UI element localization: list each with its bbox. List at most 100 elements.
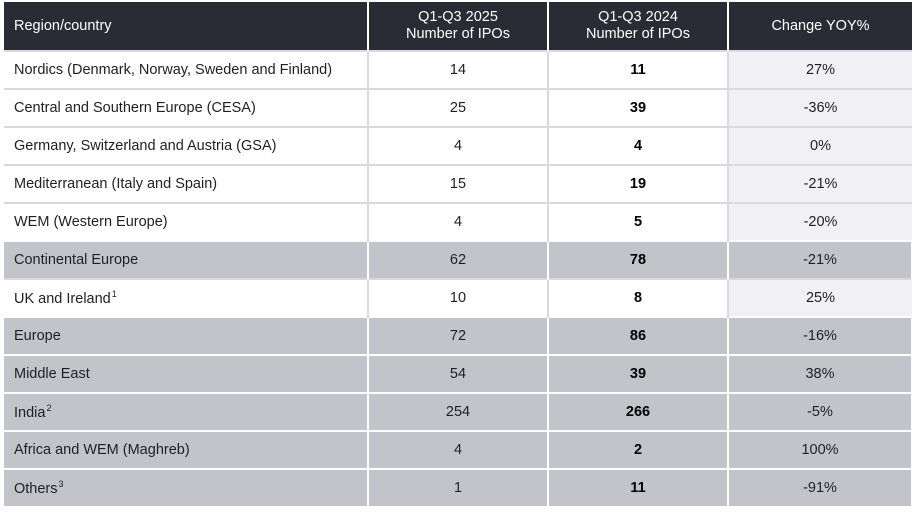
footnote-marker: 1 <box>111 289 117 299</box>
table-body: Nordics (Denmark, Norway, Sweden and Fin… <box>4 50 913 506</box>
cell-value: -36% <box>803 100 838 116</box>
cell-value: 14 <box>449 62 467 78</box>
region-name: Africa and WEM (Maghreb) <box>14 442 190 458</box>
table-row: Others3 1 11 -91% <box>4 468 913 506</box>
region-name: India <box>14 405 46 421</box>
value-cell: 38% <box>728 354 913 393</box>
table-row: Continental Europe 62 78 -21% <box>4 240 913 279</box>
region-name: Germany, Switzerland and Austria (GSA) <box>14 138 277 154</box>
cell-value: 27% <box>805 62 836 78</box>
header-cell: Change YOY% <box>728 2 912 51</box>
region-cell: India2 <box>4 392 369 431</box>
value-cell: 11 <box>548 468 729 506</box>
value-cell: -91% <box>728 468 913 506</box>
value-cell: -21% <box>728 164 912 203</box>
value-cell: 4 <box>368 202 549 241</box>
value-cell: 27% <box>728 50 912 89</box>
value-cell: 4 <box>368 126 549 165</box>
value-cell: 15 <box>368 164 549 203</box>
value-cell: 86 <box>548 316 729 355</box>
region-cell: UK and Ireland1 <box>4 278 369 317</box>
region-cell: Mediterranean (Italy and Spain) <box>4 164 369 203</box>
value-cell: 0% <box>728 126 912 165</box>
region-name: UK and Ireland <box>14 291 111 307</box>
table-row: Africa and WEM (Maghreb) 4 2 100% <box>4 430 913 469</box>
value-cell: 39 <box>548 88 729 127</box>
cell-value: 266 <box>625 404 651 420</box>
cell-value: -16% <box>803 328 837 344</box>
cell-value: 2 <box>633 442 643 458</box>
value-cell: 254 <box>368 392 549 431</box>
region-cell: Europe <box>4 316 369 355</box>
header-cell: Q1-Q3 2025 Number of IPOs <box>368 2 549 51</box>
region-name: Middle East <box>14 366 90 382</box>
cell-value: 4 <box>453 214 463 230</box>
region-name: Continental Europe <box>14 252 139 268</box>
cell-value: -5% <box>807 404 833 420</box>
cell-value: 11 <box>630 62 646 78</box>
value-cell: 25 <box>368 88 549 127</box>
region-cell: Central and Southern Europe (CESA) <box>4 88 369 127</box>
table-row: Mediterranean (Italy and Spain) 15 19 -21% <box>4 164 912 203</box>
value-cell: 54 <box>368 354 549 393</box>
cell-value: 39 <box>629 100 647 116</box>
value-cell: 100% <box>728 430 913 469</box>
cell-value: -91% <box>803 480 837 496</box>
value-cell: 39 <box>548 354 729 393</box>
value-cell: 25% <box>728 278 912 317</box>
cell-value: 4 <box>633 138 643 154</box>
table-header: Region/country Q1-Q3 2025 Number of IPOs Q… <box>4 2 912 51</box>
table-row: Nordics (Denmark, Norway, Sweden and Fin… <box>4 50 912 89</box>
region-cell: WEM (Western Europe) <box>4 202 369 241</box>
value-cell: 4 <box>368 430 549 469</box>
value-cell: -20% <box>728 202 912 241</box>
footnote-marker: 3 <box>58 479 64 489</box>
cell-value: 78 <box>629 252 647 268</box>
cell-value: 72 <box>449 328 467 344</box>
footnote-marker: 2 <box>46 403 52 413</box>
region-cell: Continental Europe <box>4 240 369 279</box>
value-cell: 2 <box>548 430 729 469</box>
region-name: WEM (Western Europe) <box>14 214 168 230</box>
cell-value: 25% <box>805 290 836 306</box>
cell-value: 1 <box>453 480 463 496</box>
value-cell: 10 <box>368 278 549 317</box>
cell-value: 4 <box>453 138 463 154</box>
region-name: Mediterranean (Italy and Spain) <box>14 176 218 192</box>
cell-value: 25 <box>449 100 467 116</box>
value-cell: -16% <box>728 316 913 355</box>
cell-value: -21% <box>803 252 837 268</box>
table-row: Central and Southern Europe (CESA) 25 39 -3… <box>4 88 912 127</box>
cell-value: 39 <box>629 366 647 382</box>
region-name: Nordics (Denmark, Norway, Sweden and Fin… <box>14 62 333 78</box>
cell-value: 5 <box>633 214 643 230</box>
table-container: Region/country Q1-Q3 2025 Number of IPOs Q… <box>4 2 913 506</box>
value-cell: 11 <box>548 50 729 89</box>
cell-value: -20% <box>803 214 838 230</box>
value-cell: 1 <box>368 468 549 506</box>
value-cell: 8 <box>548 278 729 317</box>
cell-value: 62 <box>449 252 467 268</box>
cell-value: 11 <box>630 480 646 496</box>
region-cell: Africa and WEM (Maghreb) <box>4 430 369 469</box>
region-name: Central and Southern Europe (CESA) <box>14 100 256 116</box>
table-row: WEM (Western Europe) 4 5 -20% <box>4 202 912 241</box>
value-cell: 72 <box>368 316 549 355</box>
region-cell: Middle East <box>4 354 369 393</box>
cell-value: 19 <box>629 176 647 192</box>
region-cell: Others3 <box>4 468 369 506</box>
cell-value: 86 <box>629 328 647 344</box>
value-cell: 5 <box>548 202 729 241</box>
region-name: Others <box>14 481 58 497</box>
table-row: India2 254 266 -5% <box>4 392 913 431</box>
table-row: Middle East 54 39 38% <box>4 354 913 393</box>
value-cell: 62 <box>368 240 549 279</box>
table-row: Europe 72 86 -16% <box>4 316 913 355</box>
region-cell: Germany, Switzerland and Austria (GSA) <box>4 126 369 165</box>
cell-value: -21% <box>803 176 838 192</box>
cell-value: 38% <box>805 366 835 382</box>
value-cell: -5% <box>728 392 913 431</box>
cell-value: 15 <box>449 176 467 192</box>
header-cell: Region/country <box>4 2 369 51</box>
